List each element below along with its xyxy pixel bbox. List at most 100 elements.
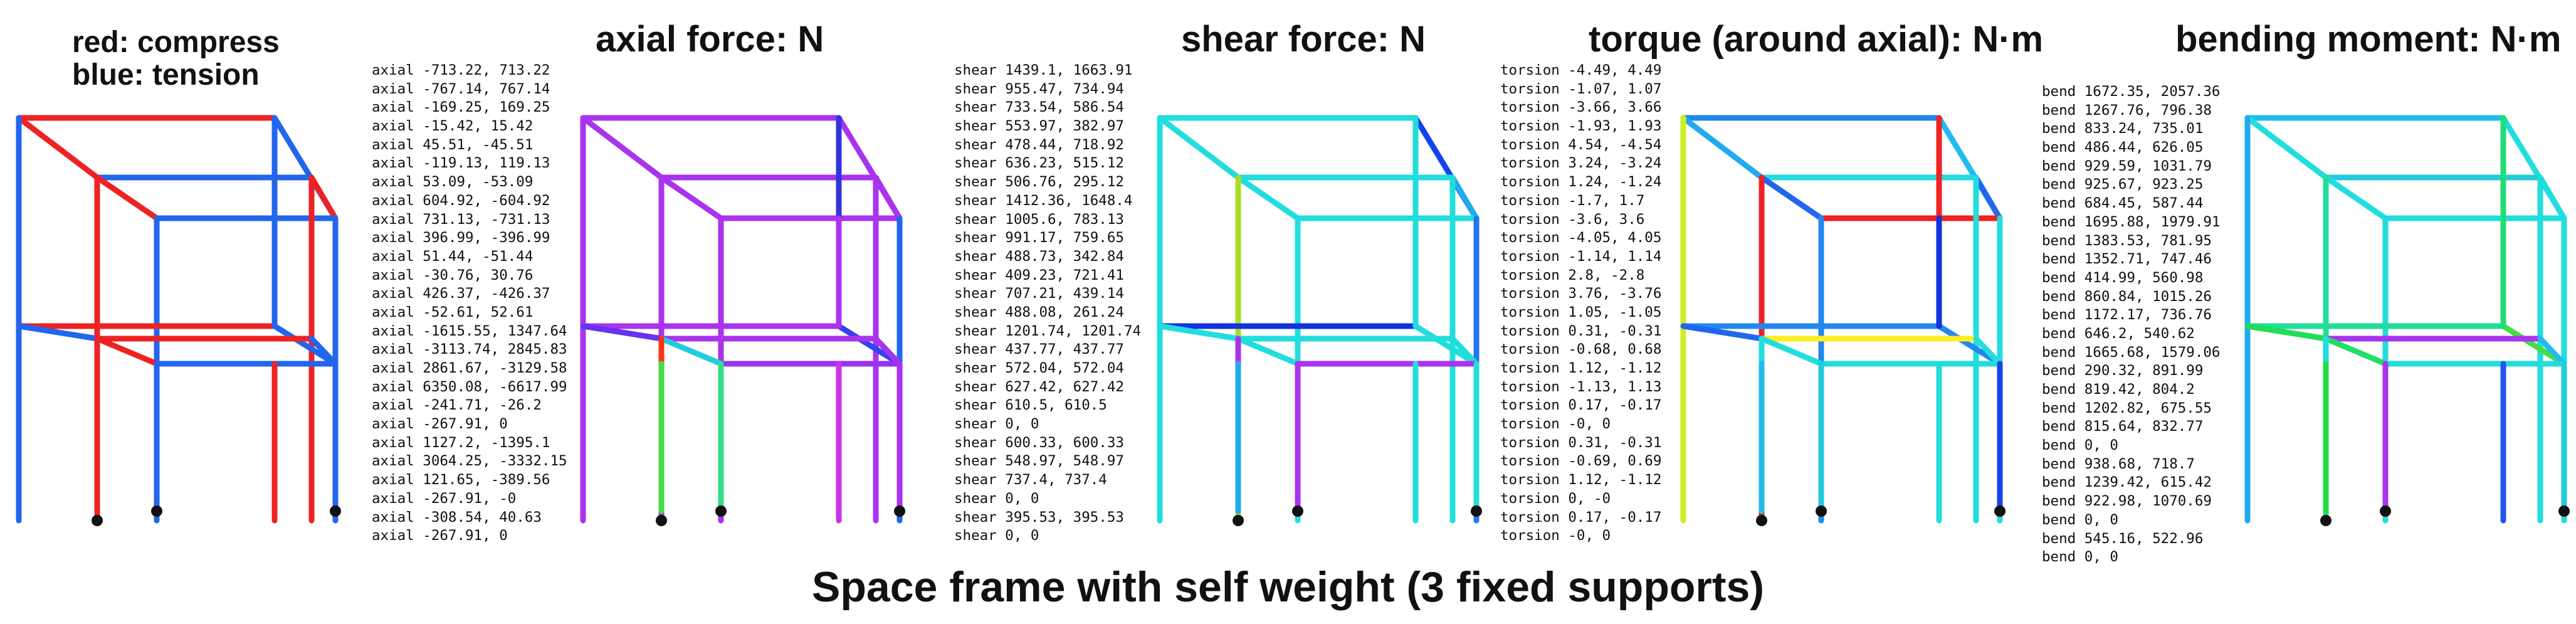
value-line: shear 409.23, 721.41 [954, 267, 1124, 283]
value-line: axial 51.44, -51.44 [372, 248, 534, 265]
fixed-support-node [656, 515, 667, 526]
value-line: shear 478.44, 718.92 [954, 136, 1124, 153]
value-line: torsion -1.07, 1.07 [1500, 80, 1662, 97]
value-line: shear 437.77, 437.77 [954, 341, 1124, 358]
frame-member [2500, 323, 2567, 367]
value-line: shear 991.17, 759.65 [954, 230, 1124, 246]
value-line: torsion 1.12, -1.12 [1500, 472, 1662, 489]
frame-member [580, 115, 665, 181]
value-line: bend 486.44, 626.05 [2042, 139, 2204, 156]
frame-member [2244, 323, 2329, 342]
frame-member [1973, 336, 2003, 367]
value-line: axial -241.71, -26.2 [372, 397, 542, 414]
value-line: bend 0, 0 [2042, 437, 2118, 454]
frame-member [308, 174, 339, 221]
value-line: bend 290.32, 891.99 [2042, 362, 2204, 379]
bend-panel-title: bending moment: N·m [2175, 19, 2562, 60]
value-line: torsion 0, -0 [1500, 490, 1611, 507]
frame-member [1449, 336, 1480, 367]
value-line: bend 833.24, 735.01 [2042, 120, 2204, 137]
frame-member [271, 323, 339, 367]
value-line: bend 925.67, 923.25 [2042, 176, 2204, 193]
value-line: shear 548.97, 548.97 [954, 453, 1124, 470]
fixed-support-node [1292, 505, 1303, 517]
value-line: axial 2861.67, -3129.58 [372, 360, 567, 376]
value-line: bend 1202.82, 675.55 [2042, 399, 2212, 416]
frame-member [1157, 115, 1241, 181]
value-line: torsion -1.14, 1.14 [1500, 248, 1662, 265]
fixed-support-node [2320, 515, 2332, 526]
frame-member [16, 323, 100, 342]
frame-member [94, 336, 160, 367]
fixed-support-node [894, 505, 905, 517]
value-line: torsion -1.93, 1.93 [1500, 118, 1662, 135]
value-line: torsion -4.05, 4.05 [1500, 230, 1662, 246]
frame-member [1680, 115, 1765, 181]
value-line: torsion -3.66, 3.66 [1500, 99, 1662, 116]
value-line: bend 0, 0 [2042, 511, 2118, 528]
axial-value-list: axial -713.22, 713.22 axial -767.14, 767.… [372, 61, 567, 546]
fixed-support-node [1756, 515, 1767, 526]
value-line: axial 426.37, -426.37 [372, 285, 550, 302]
fixed-support-node [1994, 505, 2006, 517]
value-line: axial -267.91, -0 [372, 490, 517, 507]
value-line: bend 646.2, 540.62 [2042, 325, 2195, 342]
legend: red: compress blue: tension [72, 26, 280, 92]
value-line: bend 815.64, 832.77 [2042, 418, 2204, 435]
value-line: bend 1352.71, 747.46 [2042, 251, 2212, 268]
value-line: torsion -0, 0 [1500, 527, 1611, 544]
torsion-value-list: torsion -4.49, 4.49 torsion -1.07, 1.07 to… [1500, 61, 1661, 546]
value-line: axial 6350.08, -6617.99 [372, 378, 567, 395]
value-line: axial 121.65, -389.56 [372, 472, 550, 489]
sign-frame-diagram [16, 115, 341, 526]
fixed-support-node [2380, 505, 2391, 517]
value-line: bend 929.59, 1031.79 [2042, 157, 2212, 174]
value-line: torsion 0.31, -0.31 [1500, 434, 1662, 451]
value-line: shear 0, 0 [954, 416, 1039, 433]
value-line: axial 53.09, -53.09 [372, 174, 534, 191]
frame-member [1973, 174, 2003, 221]
frame-member [2244, 115, 2329, 181]
fixed-support-node [2558, 505, 2570, 517]
value-line: axial 604.92, -604.92 [372, 192, 550, 209]
value-line: axial 45.51, -45.51 [372, 136, 534, 153]
frame-member [1759, 336, 1824, 367]
frame-member [1235, 174, 1301, 221]
torsion-panel-title: torque (around axial): N·m [1589, 19, 2044, 60]
frame-member [658, 174, 724, 221]
value-line: bend 1383.53, 781.95 [2042, 232, 2212, 249]
value-line: shear 600.33, 600.33 [954, 434, 1124, 451]
value-line: axial -30.76, 30.76 [372, 267, 534, 283]
fixed-support-node [151, 505, 162, 517]
value-line: shear 707.21, 439.14 [954, 285, 1124, 302]
value-line: bend 819.42, 804.2 [2042, 381, 2195, 398]
value-line: bend 545.16, 522.96 [2042, 530, 2204, 547]
value-line: axial 396.99, -396.99 [372, 230, 550, 246]
value-line: axial -308.54, 40.63 [372, 509, 542, 526]
frame-member [308, 336, 339, 367]
value-line: shear 488.73, 342.84 [954, 248, 1124, 265]
fixed-support-node [1816, 505, 1827, 517]
value-line: torsion 2.8, -2.8 [1500, 267, 1645, 283]
frame-member [873, 174, 903, 221]
value-line: bend 414.99, 560.98 [2042, 269, 2204, 286]
value-line: torsion 0.17, -0.17 [1500, 397, 1662, 414]
value-line: shear 733.54, 586.54 [954, 99, 1124, 116]
value-line: axial -169.25, 169.25 [372, 99, 550, 116]
value-line: shear 0, 0 [954, 527, 1039, 544]
frame-member [1235, 336, 1301, 367]
shear-panel-title: shear force: N [1181, 19, 1426, 60]
fixed-support-node [1233, 515, 1244, 526]
value-line: axial -1615.55, 1347.64 [372, 322, 567, 339]
value-line: shear 1201.74, 1201.74 [954, 322, 1142, 339]
value-line: axial -767.14, 767.14 [372, 80, 550, 97]
value-line: torsion 0.17, -0.17 [1500, 509, 1662, 526]
frame-member [873, 336, 903, 367]
value-line: torsion -1.7, 1.7 [1500, 192, 1645, 209]
fixed-support-node [330, 505, 341, 517]
value-line: shear 0, 0 [954, 490, 1039, 507]
frame-member [658, 336, 724, 367]
value-line: shear 1439.1, 1663.91 [954, 62, 1133, 78]
frame-member [1412, 323, 1480, 367]
value-line: torsion 3.24, -3.24 [1500, 155, 1662, 172]
